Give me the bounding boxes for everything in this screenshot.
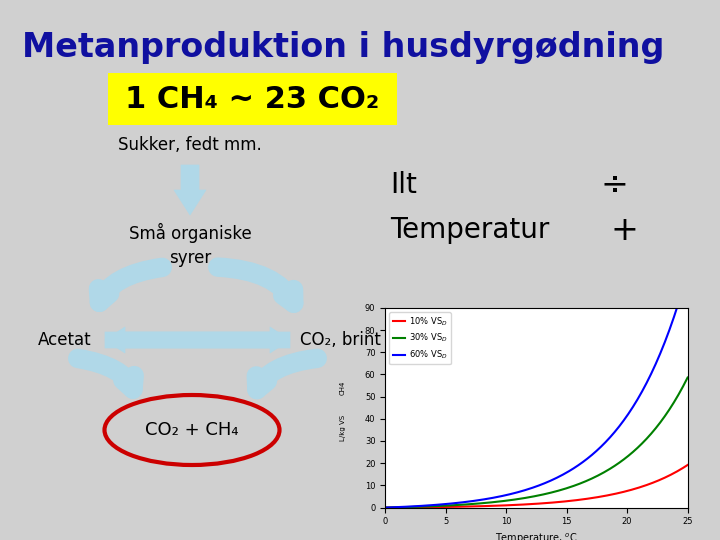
Text: CH4: CH4 bbox=[340, 381, 346, 395]
30% VS$_D$ bbox=[462, 501, 470, 508]
Text: Ilt: Ilt bbox=[390, 171, 417, 199]
60% VS$_D$ bbox=[668, 318, 677, 325]
FancyArrow shape bbox=[105, 327, 290, 353]
60% VS$_D$ bbox=[683, 269, 692, 275]
30% VS$_D$ bbox=[683, 374, 692, 381]
Text: Små organiske
syrer: Små organiske syrer bbox=[129, 223, 251, 267]
30% VS$_D$ bbox=[437, 503, 446, 509]
10% VS$_D$ bbox=[462, 503, 470, 510]
10% VS$_D$ bbox=[381, 504, 390, 511]
60% VS$_D$ bbox=[393, 504, 402, 510]
60% VS$_D$ bbox=[657, 347, 666, 353]
Text: Metanproduktion i husdyrgødning: Metanproduktion i husdyrgødning bbox=[22, 31, 665, 64]
10% VS$_D$ bbox=[437, 504, 446, 510]
Text: Acetat: Acetat bbox=[38, 331, 92, 349]
60% VS$_D$ bbox=[437, 501, 446, 508]
30% VS$_D$ bbox=[668, 402, 677, 408]
30% VS$_D$ bbox=[657, 417, 666, 424]
Line: 60% VS$_D$: 60% VS$_D$ bbox=[385, 272, 688, 508]
X-axis label: Temperature, $^o$C: Temperature, $^o$C bbox=[495, 532, 577, 540]
Text: ÷: ÷ bbox=[600, 168, 628, 201]
Line: 10% VS$_D$: 10% VS$_D$ bbox=[385, 465, 688, 508]
Text: 1 CH₄ ~ 23 CO₂: 1 CH₄ ~ 23 CO₂ bbox=[125, 84, 379, 113]
Text: Sukker, fedt mm.: Sukker, fedt mm. bbox=[118, 136, 262, 154]
Legend: 10% VS$_D$, 30% VS$_D$, 60% VS$_D$: 10% VS$_D$, 30% VS$_D$, 60% VS$_D$ bbox=[390, 312, 451, 365]
Text: Temperatur: Temperatur bbox=[390, 216, 549, 244]
Text: CO₂ + CH₄: CO₂ + CH₄ bbox=[145, 421, 239, 439]
10% VS$_D$ bbox=[668, 471, 677, 477]
Text: CO₂, brint: CO₂, brint bbox=[300, 331, 380, 349]
10% VS$_D$ bbox=[683, 462, 692, 468]
60% VS$_D$ bbox=[381, 504, 390, 511]
10% VS$_D$ bbox=[399, 504, 408, 511]
60% VS$_D$ bbox=[399, 504, 408, 510]
FancyBboxPatch shape bbox=[108, 73, 397, 125]
Text: L/kg VS: L/kg VS bbox=[340, 415, 346, 441]
10% VS$_D$ bbox=[393, 504, 402, 511]
60% VS$_D$ bbox=[462, 499, 470, 505]
30% VS$_D$ bbox=[381, 504, 390, 511]
Line: 30% VS$_D$: 30% VS$_D$ bbox=[385, 377, 688, 508]
10% VS$_D$ bbox=[657, 476, 666, 482]
FancyArrow shape bbox=[174, 165, 206, 215]
Text: +: + bbox=[610, 213, 638, 246]
FancyArrow shape bbox=[105, 327, 290, 353]
30% VS$_D$ bbox=[393, 504, 402, 511]
30% VS$_D$ bbox=[399, 504, 408, 510]
